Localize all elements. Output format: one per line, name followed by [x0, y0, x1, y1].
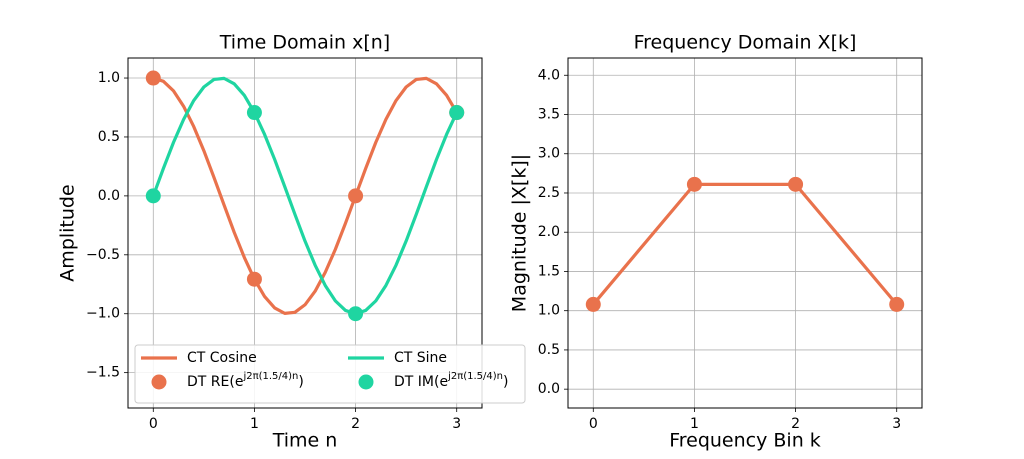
x-tick-label: 3	[892, 416, 901, 432]
x-tick-label: 2	[351, 416, 360, 432]
y-tick-label: 4.0	[538, 67, 560, 83]
x-axis-label: Frequency Bin k	[669, 430, 821, 452]
x-axis-label: Time n	[272, 430, 338, 452]
point	[348, 306, 364, 322]
y-axis-label: Magnitude |X[k]|	[509, 154, 531, 312]
y-tick-label: −1.0	[86, 306, 120, 322]
chart-title: Time Domain x[n]	[219, 32, 390, 54]
point	[449, 105, 465, 121]
legend-label: CT Cosine	[187, 350, 257, 366]
line	[151, 76, 459, 316]
line	[592, 182, 898, 306]
legend-label: CT Sine	[394, 350, 447, 366]
y-tick-label: 3.0	[538, 146, 560, 162]
line	[152, 76, 459, 315]
y-tick-label: −1.5	[86, 365, 120, 381]
y-tick-label: −0.5	[86, 247, 120, 263]
y-tick-label: 0.0	[538, 381, 560, 397]
y-tick-label: 2.5	[538, 185, 560, 201]
point	[686, 176, 702, 192]
point	[889, 296, 905, 312]
y-tick-label: 3.5	[538, 107, 560, 123]
axes-frame	[127, 57, 483, 409]
x-tick-label: 2	[791, 416, 800, 432]
point	[585, 296, 601, 312]
point	[246, 271, 262, 287]
y-tick-label: 0.5	[98, 129, 120, 145]
chart-title: Frequency Domain X[k]	[634, 32, 857, 54]
legend-box	[134, 344, 526, 404]
x-tick-label: 3	[452, 416, 461, 432]
y-tick-label: 0.0	[98, 188, 120, 204]
axes-frame	[567, 57, 923, 409]
legend-marker	[358, 374, 374, 390]
x-tick-label: 1	[690, 416, 699, 432]
y-tick-label: 1.0	[98, 70, 120, 86]
y-tick-label: 2.0	[538, 224, 560, 240]
y-tick-label: 1.5	[538, 263, 560, 279]
point	[246, 105, 262, 121]
point	[145, 188, 161, 204]
legend-label: DT RE(ej2π(1.5/4)n)	[187, 371, 304, 390]
x-tick-label: 0	[149, 416, 158, 432]
x-tick-label: 1	[250, 416, 259, 432]
y-tick-label: 1.0	[538, 303, 560, 319]
point	[788, 176, 804, 192]
point	[145, 70, 161, 86]
legend-marker	[151, 374, 167, 390]
x-tick-label: 0	[589, 416, 598, 432]
y-tick-label: 0.5	[538, 342, 560, 358]
legend-label: DT IM(ej2π(1.5/4)n)	[394, 371, 508, 390]
point	[348, 188, 364, 204]
y-axis-label: Amplitude	[57, 184, 79, 281]
